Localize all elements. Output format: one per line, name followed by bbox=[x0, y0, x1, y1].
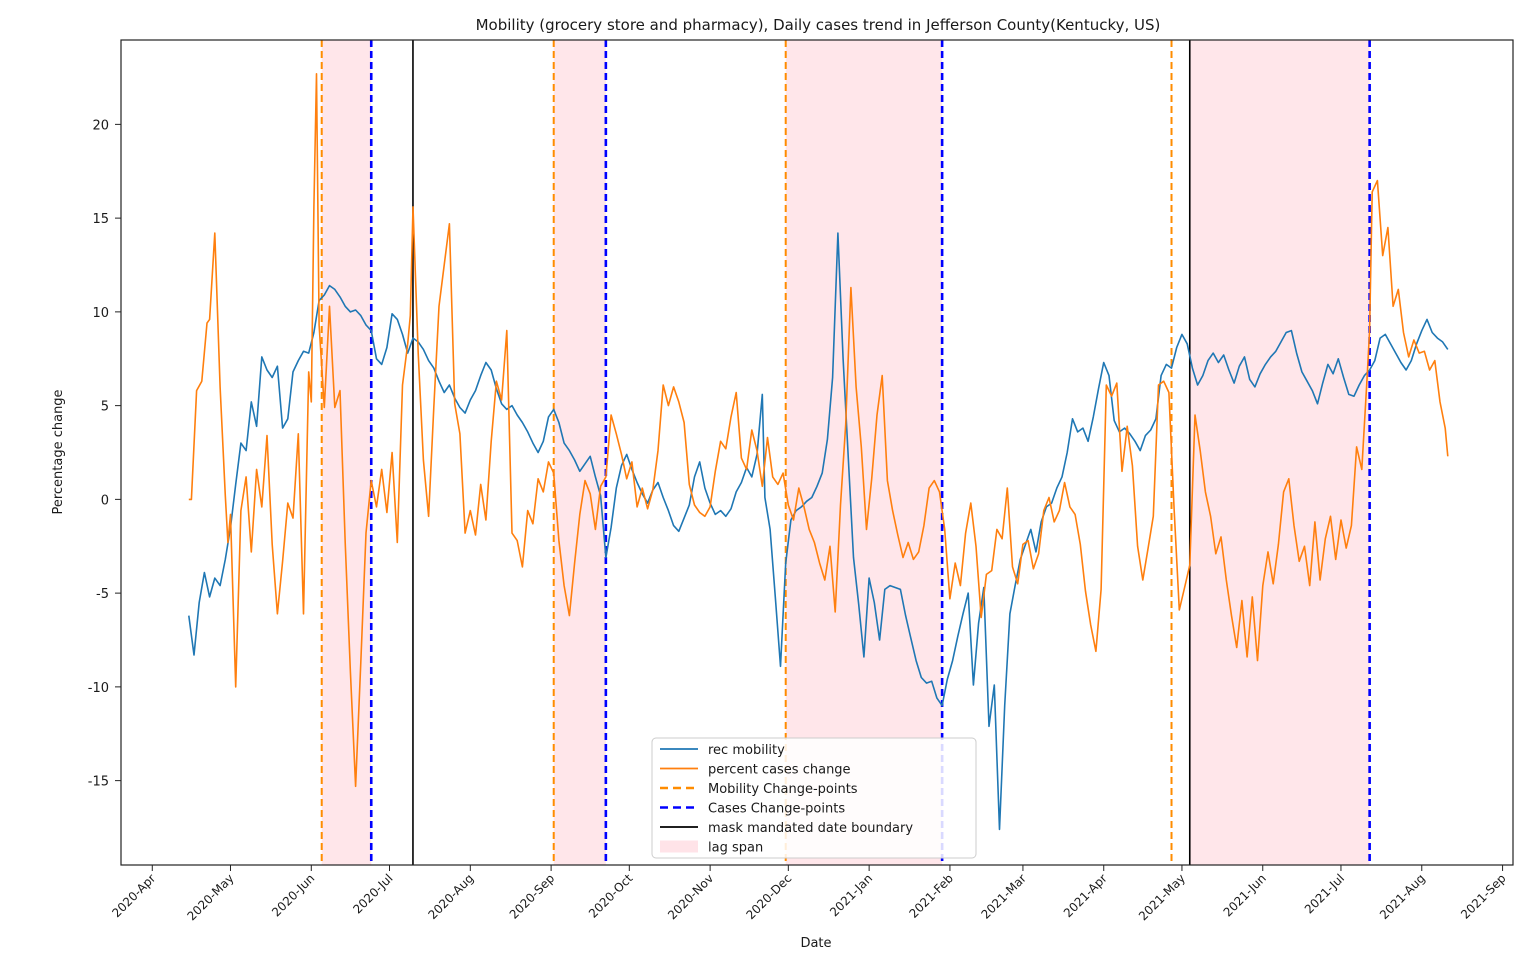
lag-spans bbox=[321, 40, 1370, 865]
y-axis-label: Percentage change bbox=[51, 389, 66, 514]
y-tick-label-7: 20 bbox=[92, 118, 109, 133]
legend-label-3: Cases Change-points bbox=[708, 802, 845, 817]
x-axis-label: Date bbox=[800, 936, 831, 951]
lag-span-1 bbox=[553, 40, 606, 865]
legend-label-1: percent cases change bbox=[708, 763, 851, 778]
legend-label-5: lag span bbox=[708, 841, 763, 856]
series-line-0 bbox=[188, 232, 1449, 831]
y-tick-label-5: 10 bbox=[92, 306, 109, 321]
chart-title: Mobility (grocery store and pharmacy), D… bbox=[476, 16, 1161, 34]
vertical-lines bbox=[320, 40, 1371, 865]
series-line-1 bbox=[188, 73, 1449, 788]
legend-label-4: mask mandated date boundary bbox=[708, 821, 913, 836]
lag-span-3 bbox=[1189, 40, 1370, 865]
lag-span-2 bbox=[785, 40, 943, 865]
lag-span-0 bbox=[321, 40, 372, 865]
y-tick-label-6: 15 bbox=[92, 212, 109, 227]
legend-label-0: rec mobility bbox=[708, 743, 785, 758]
legend: rec mobility percent cases change Mobili… bbox=[651, 737, 977, 859]
y-tick-label-1: -10 bbox=[88, 681, 109, 696]
legend-label-2: Mobility Change-points bbox=[708, 782, 858, 797]
y-tick-label-2: -5 bbox=[96, 587, 109, 602]
series-lines bbox=[188, 73, 1449, 831]
plot-frame bbox=[120, 39, 1514, 866]
y-tick-label-0: -15 bbox=[88, 775, 109, 790]
y-axis: -15 -10 -5 0 5 10 15 20 bbox=[88, 118, 121, 790]
legend-swatch-5 bbox=[660, 840, 698, 853]
y-tick-label-4: 5 bbox=[101, 400, 109, 415]
y-tick-label-3: 0 bbox=[101, 493, 109, 508]
legend-box bbox=[651, 737, 977, 859]
